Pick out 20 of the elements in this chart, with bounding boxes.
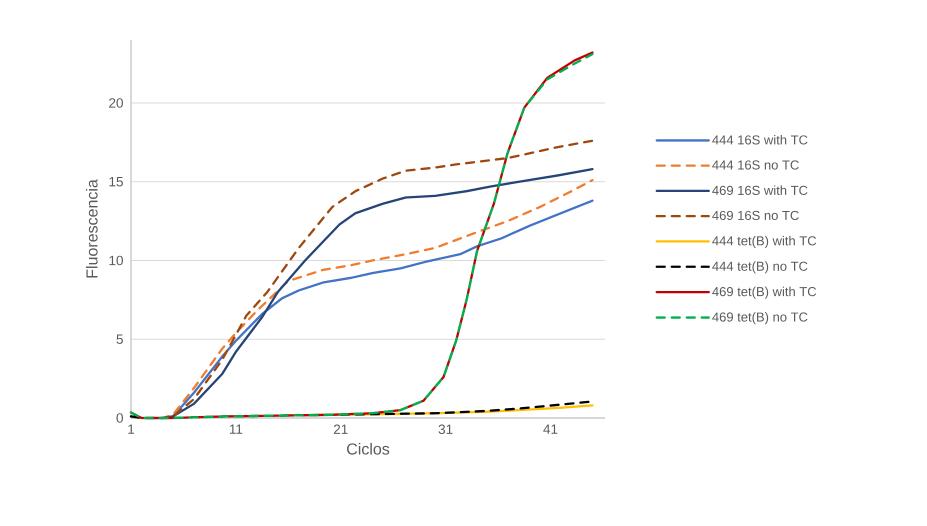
y-axis-title: Fluorescencia xyxy=(86,179,98,278)
y-tick-label: 5 xyxy=(116,334,123,344)
legend-label: 444 16S with TC xyxy=(712,134,808,145)
legend-label: 469 tet(B) with TC xyxy=(712,286,816,299)
x-tick-label: 11 xyxy=(230,424,242,434)
x-tick-label: 1 xyxy=(128,424,134,434)
x-tick-label: 41 xyxy=(543,424,558,434)
legend-label: 469 tet(B) no TC xyxy=(712,312,808,324)
legend-label: 469 16S with TC xyxy=(712,185,808,195)
legend-label: 469 16S no TC xyxy=(712,210,799,220)
x-axis-title: Ciclos xyxy=(347,442,390,455)
y-tick-label: 10 xyxy=(110,256,123,266)
y-tick-label: 0 xyxy=(116,413,123,423)
y-tick-label: 15 xyxy=(110,177,123,186)
x-tick-label: 31 xyxy=(438,424,452,434)
legend-label: 444 16S no TC xyxy=(712,160,799,170)
x-tick-label: 21 xyxy=(334,424,348,434)
legend-label: 444 tet(B) with TC xyxy=(712,236,816,248)
legend-label: 444 tet(B) no TC xyxy=(712,261,808,274)
y-tick-label: 20 xyxy=(109,98,123,108)
